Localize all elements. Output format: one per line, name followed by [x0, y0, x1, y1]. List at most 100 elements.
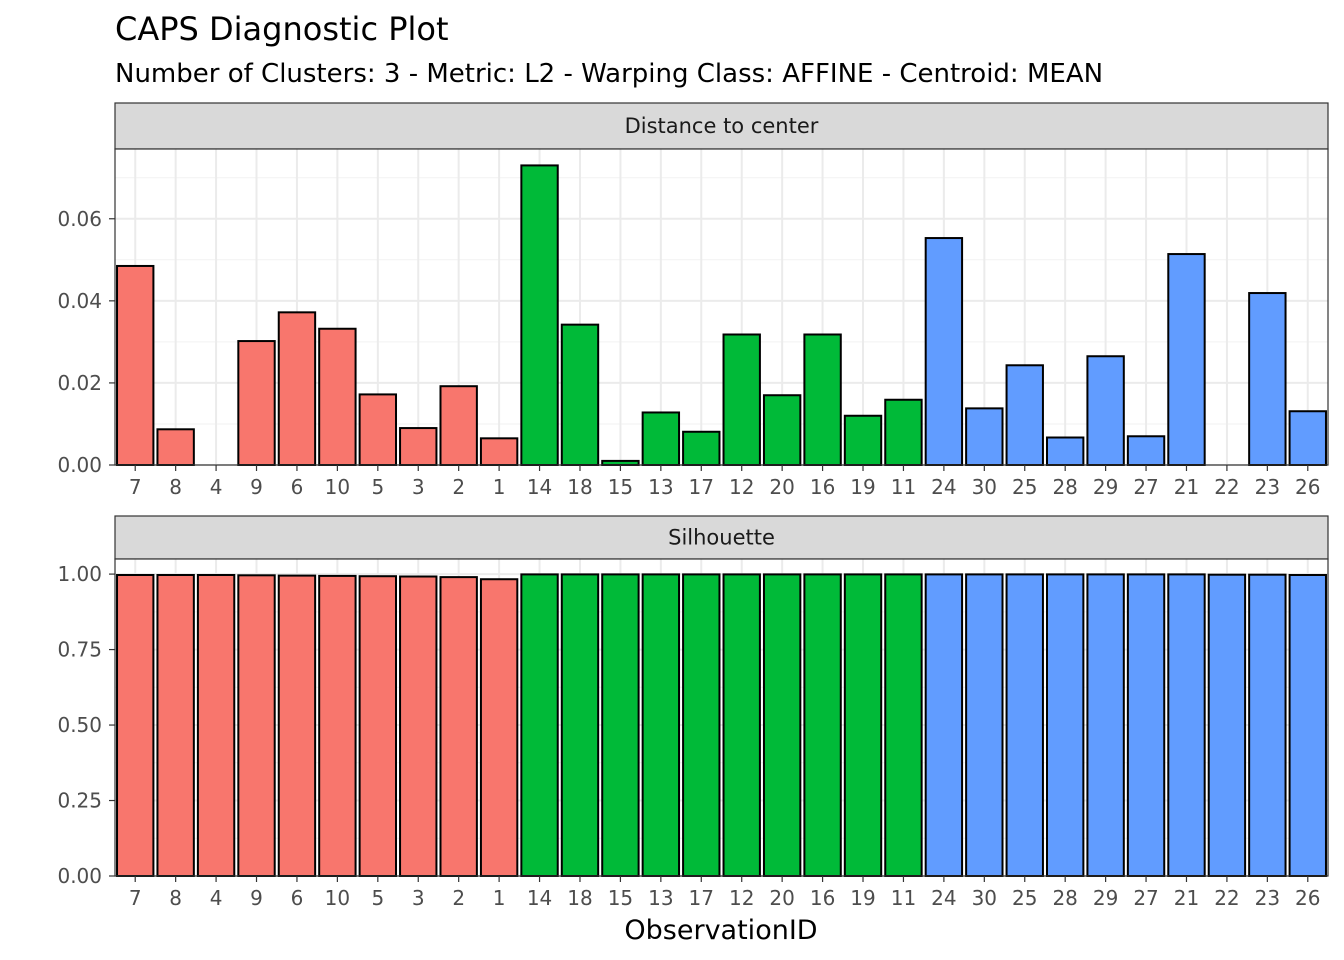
chart-title: CAPS Diagnostic Plot [115, 10, 449, 48]
y-tick-label: 0.02 [57, 371, 102, 395]
x-tick-label: 16 [810, 886, 835, 910]
bar-26 [1288, 410, 1327, 466]
y-tick-label: 0.00 [57, 453, 102, 477]
bar-13 [641, 573, 681, 877]
x-tick-label: 28 [1052, 475, 1077, 499]
x-tick-label: 19 [850, 886, 875, 910]
bar-17 [682, 430, 721, 467]
bar-24 [924, 573, 964, 877]
y-tick-label: 0.50 [57, 713, 102, 737]
bar-25 [1005, 364, 1044, 467]
x-tick-label: 29 [1093, 475, 1118, 499]
bar-7 [116, 264, 155, 466]
y-tick-label: 0.06 [57, 207, 102, 231]
x-tick-label: 2 [452, 475, 465, 499]
bar-16 [803, 333, 842, 466]
x-tick-label: 27 [1133, 886, 1158, 910]
bar-5 [358, 393, 398, 467]
bar-11 [884, 573, 923, 877]
bar-2 [439, 576, 478, 877]
bar-6 [277, 311, 317, 466]
bar-30 [965, 573, 1004, 877]
panel-border [114, 148, 1329, 466]
x-tick-label: 11 [891, 475, 916, 499]
bar-12 [722, 333, 761, 466]
bar-19 [843, 414, 883, 466]
bar-26 [1288, 574, 1327, 878]
bar-28 [1045, 573, 1085, 877]
bar-14 [520, 573, 559, 877]
x-tick-label: 14 [527, 475, 552, 499]
x-tick-label: 21 [1174, 475, 1199, 499]
bar-29 [1086, 573, 1125, 877]
x-tick-label: 13 [648, 886, 673, 910]
bar-21 [1167, 573, 1206, 877]
bar-10 [318, 327, 357, 466]
bar-18 [560, 573, 600, 877]
bar-17 [682, 573, 721, 877]
bar-18 [560, 323, 600, 466]
x-tick-label: 30 [972, 886, 997, 910]
x-tick-label: 22 [1214, 475, 1239, 499]
x-tick-label: 3 [412, 475, 425, 499]
bar-8 [156, 574, 195, 878]
x-tick-label: 20 [769, 886, 794, 910]
bar-11 [884, 398, 923, 466]
bar-14 [520, 164, 559, 466]
bar-6 [277, 574, 317, 877]
x-tick-label: 5 [371, 886, 384, 910]
x-tick-label: 20 [769, 475, 794, 499]
x-tick-label: 2 [452, 886, 465, 910]
facet-strip-label: Silhouette [668, 526, 775, 550]
x-tick-label: 6 [291, 886, 304, 910]
bar-25 [1005, 573, 1044, 877]
x-tick-label: 13 [648, 475, 673, 499]
x-tick-label: 24 [931, 886, 956, 910]
x-tick-label: 15 [608, 886, 633, 910]
x-tick-label: 1 [493, 475, 506, 499]
x-tick-label: 1 [493, 886, 506, 910]
bar-1 [479, 578, 519, 877]
x-tick-label: 28 [1052, 886, 1077, 910]
y-tick-label: 1.00 [57, 562, 102, 586]
x-tick-label: 17 [689, 886, 714, 910]
panel-2: Silhouette 0.00 0.25 0.50 0.75 1.00 7 8 4 9 6 10 5 3 2… [57, 515, 1329, 910]
x-tick-label: 19 [850, 475, 875, 499]
x-tick-label: 4 [210, 475, 223, 499]
bar-29 [1086, 355, 1125, 467]
x-tick-label: 11 [891, 886, 916, 910]
bar-13 [641, 411, 681, 466]
bar-20 [762, 573, 802, 877]
bar-9 [237, 574, 276, 877]
x-tick-label: 23 [1255, 886, 1280, 910]
x-tick-label: 4 [210, 886, 223, 910]
bar-21 [1167, 253, 1206, 466]
bar-15 [601, 459, 640, 467]
bar-30 [965, 407, 1004, 467]
bar-27 [1126, 573, 1166, 877]
x-tick-label: 14 [527, 886, 552, 910]
x-tick-label: 30 [972, 475, 997, 499]
y-tick-label: 0.00 [57, 864, 102, 888]
bar-8 [156, 428, 195, 467]
x-tick-label: 12 [729, 886, 754, 910]
bar-27 [1126, 435, 1166, 467]
bar-7 [116, 574, 155, 878]
x-tick-label: 9 [250, 886, 263, 910]
bar-23 [1248, 292, 1287, 466]
x-tick-label: 23 [1255, 475, 1280, 499]
x-tick-label: 6 [291, 475, 304, 499]
panel-background [115, 149, 1328, 465]
chart-subtitle: Number of Clusters: 3 - Metric: L2 - War… [115, 59, 1103, 89]
x-tick-label: 16 [810, 475, 835, 499]
x-tick-label: 15 [608, 475, 633, 499]
bar-19 [843, 573, 883, 877]
bar-10 [318, 574, 357, 877]
bar-3 [399, 575, 438, 878]
facet-strip [114, 102, 1329, 150]
bar-3 [399, 427, 438, 467]
x-tick-label: 21 [1174, 886, 1199, 910]
x-tick-label: 7 [129, 475, 142, 499]
